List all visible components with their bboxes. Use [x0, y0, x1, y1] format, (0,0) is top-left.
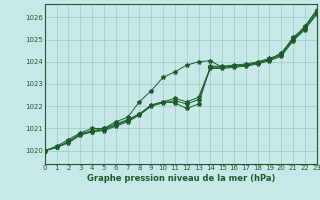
X-axis label: Graphe pression niveau de la mer (hPa): Graphe pression niveau de la mer (hPa)	[87, 174, 275, 183]
